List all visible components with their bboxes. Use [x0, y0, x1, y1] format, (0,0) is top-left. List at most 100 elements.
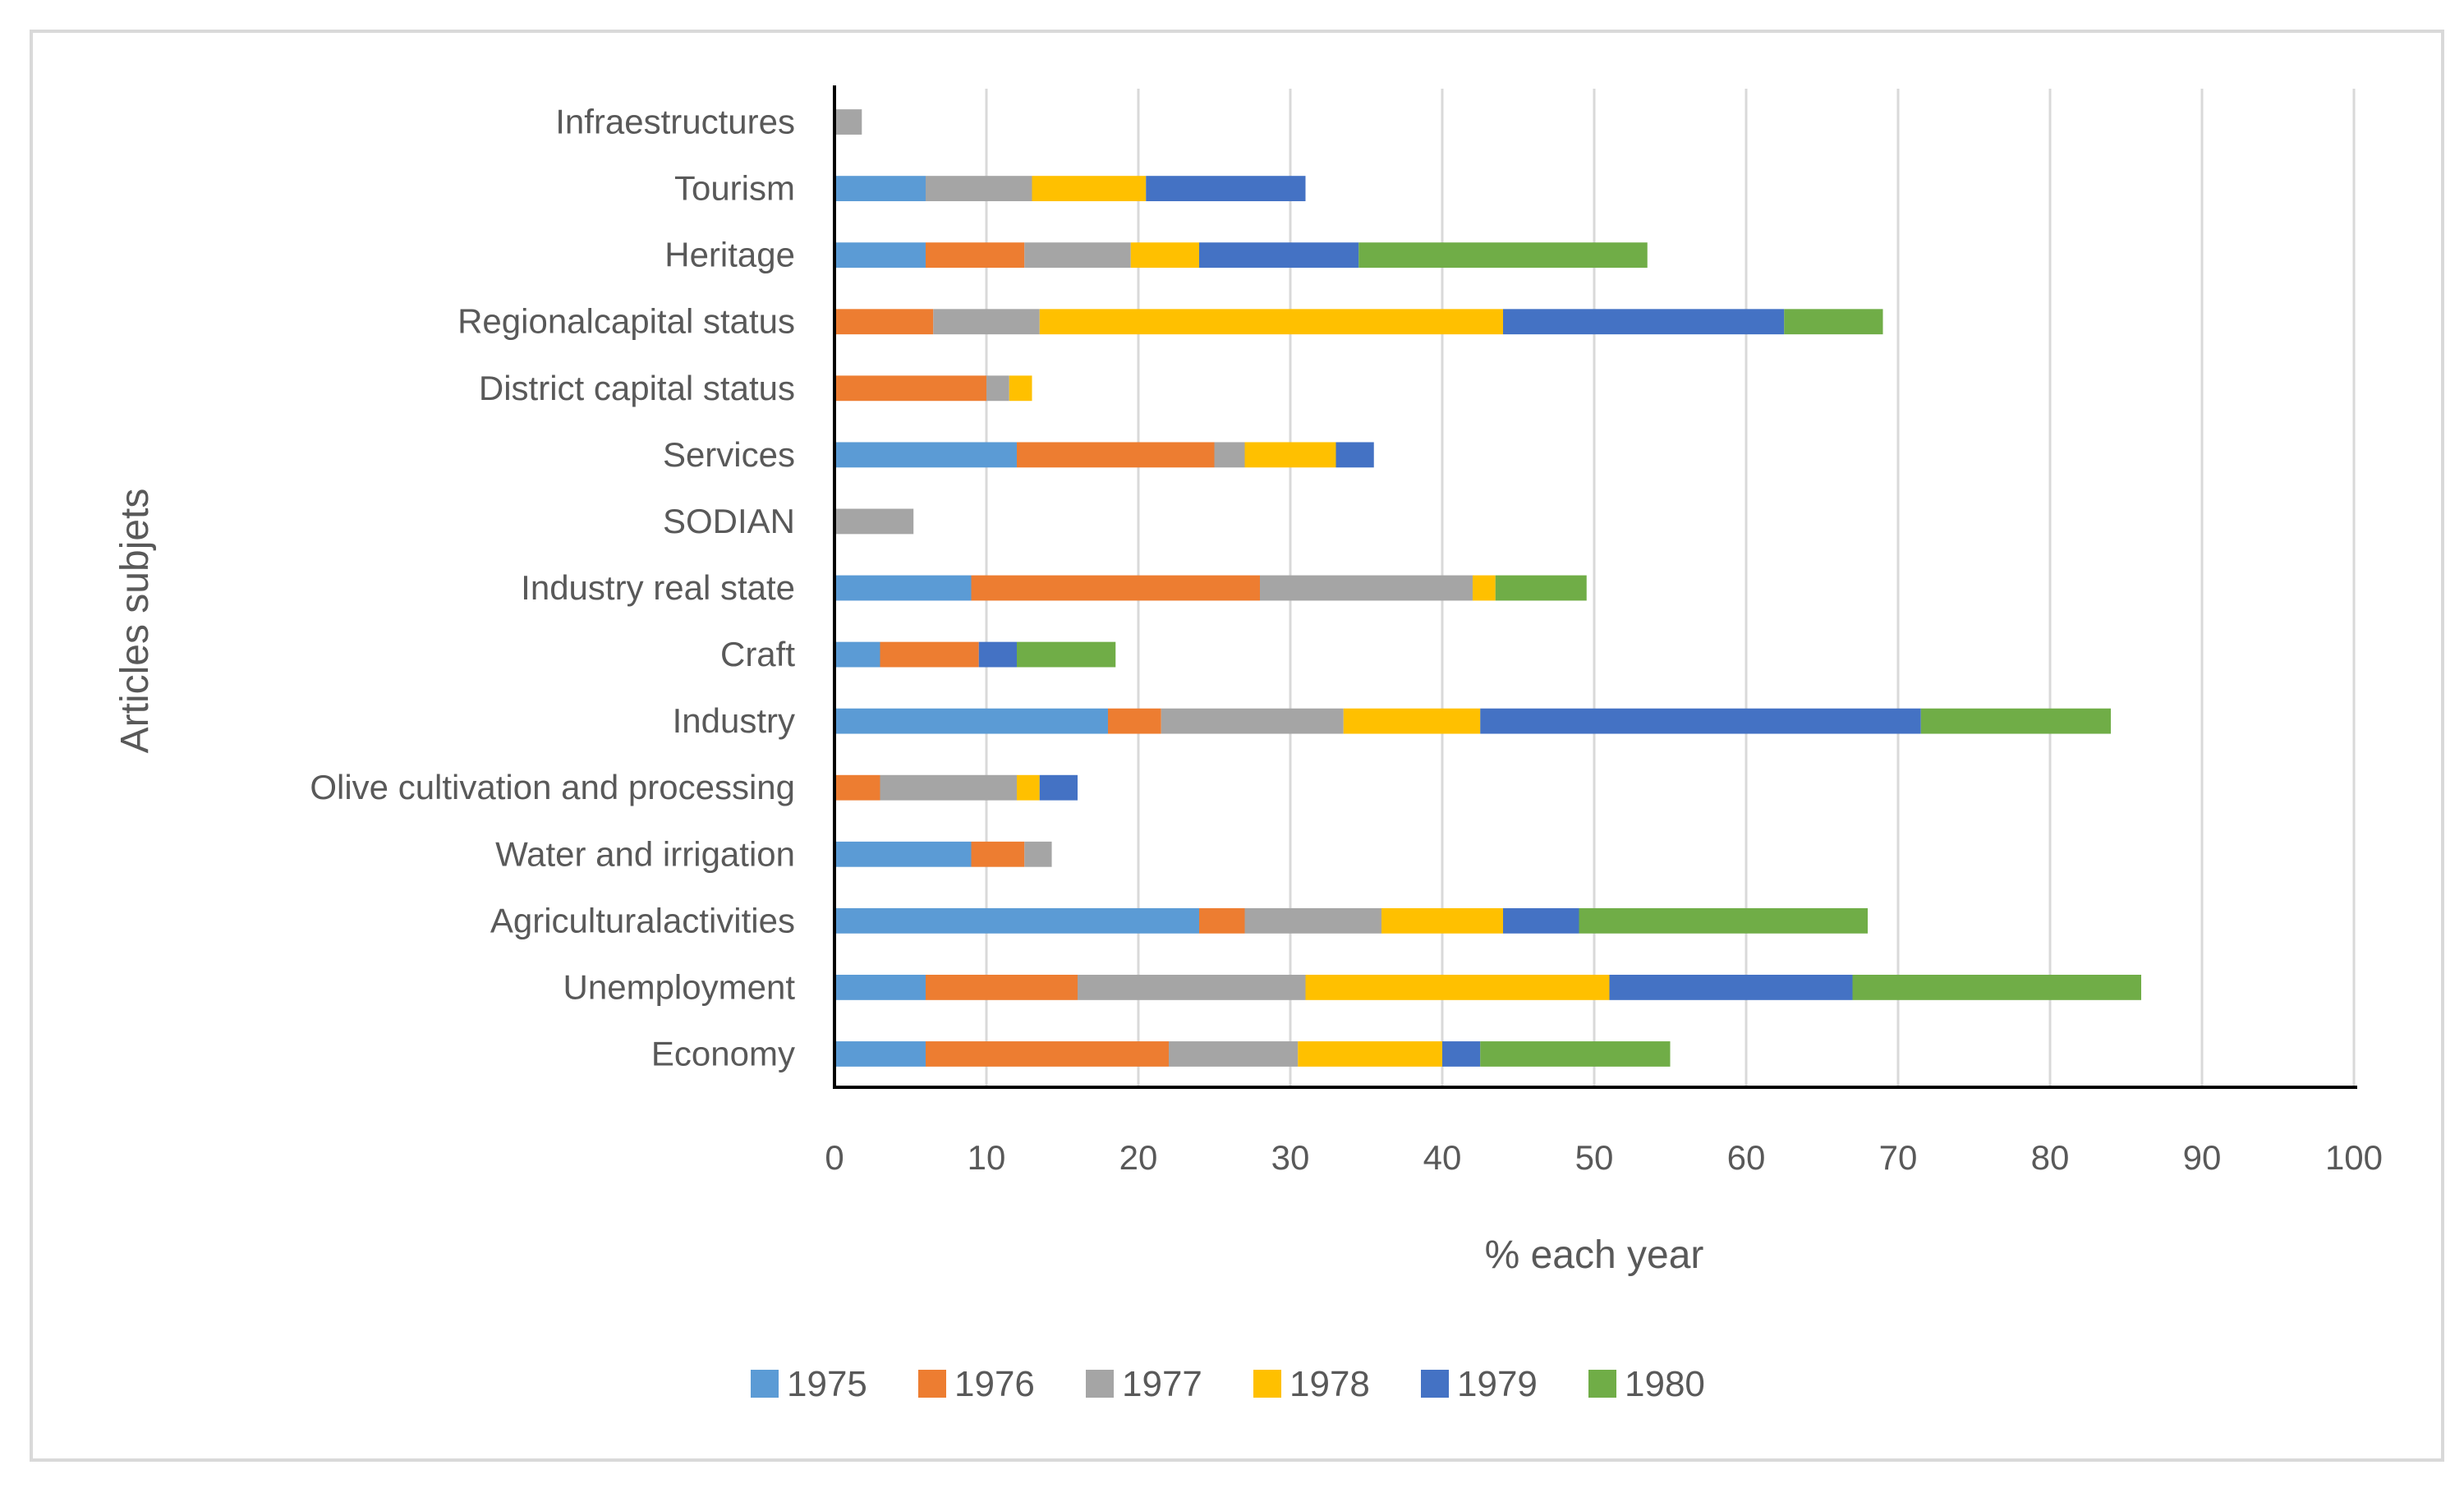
- bar-1975-unemployment: [834, 974, 926, 1000]
- bar-1977-water-and-irrigation: [1024, 841, 1052, 867]
- bar-1977-economy: [1169, 1041, 1299, 1067]
- legend-label-1977: 1977: [1122, 1364, 1202, 1404]
- bars: [834, 109, 2141, 1067]
- bar-1980-unemployment: [1852, 974, 2141, 1000]
- x-tick-label-20: 20: [1119, 1138, 1158, 1177]
- legend-item-1979: 1979: [1421, 1364, 1538, 1404]
- category-label-heritage: Heritage: [664, 236, 795, 274]
- bar-1979-unemployment: [1609, 974, 1853, 1000]
- legend-label-1979: 1979: [1457, 1364, 1538, 1404]
- legend-item-1980: 1980: [1588, 1364, 1705, 1404]
- legend-item-1975: 1975: [751, 1364, 867, 1404]
- category-label-sodian: SODIAN: [663, 502, 795, 540]
- bar-1980-agriculturalactivities: [1579, 907, 1868, 934]
- category-label-industry: Industry: [673, 701, 795, 740]
- x-tick-label-100: 100: [2325, 1138, 2383, 1177]
- legend-item-1977: 1977: [1086, 1364, 1202, 1404]
- bar-1978-industry: [1343, 708, 1481, 734]
- x-tick-label-70: 70: [1879, 1138, 1918, 1177]
- bar-1976-district-capital-status: [834, 375, 986, 402]
- bar-1976-agriculturalactivities: [1199, 907, 1245, 934]
- category-label-olive-cultivation-and-processing: Olive cultivation and processing: [310, 768, 795, 806]
- bar-1975-water-and-irrigation: [834, 841, 972, 867]
- x-tick-label-60: 60: [1727, 1138, 1766, 1177]
- bar-1976-heritage: [926, 242, 1025, 269]
- bar-1976-industry-real-state: [971, 575, 1260, 601]
- bar-1978-regionalcapital-status: [1039, 309, 1503, 335]
- category-label-agriculturalactivities: Agriculturalactivities: [490, 901, 795, 939]
- bar-1975-heritage: [834, 242, 926, 269]
- x-tick-label-40: 40: [1423, 1138, 1462, 1177]
- legend-swatch-1977: [1086, 1370, 1114, 1398]
- bar-1980-industry-real-state: [1495, 575, 1587, 601]
- bar-1976-water-and-irrigation: [971, 841, 1025, 867]
- bar-1978-unemployment: [1305, 974, 1610, 1000]
- legend-label-1975: 1975: [787, 1364, 867, 1404]
- x-tick-label-50: 50: [1575, 1138, 1614, 1177]
- bar-1976-olive-cultivation-and-processing: [834, 774, 880, 801]
- bar-1980-craft: [1017, 641, 1116, 668]
- bar-1975-services: [834, 442, 1017, 468]
- category-label-economy: Economy: [651, 1034, 795, 1072]
- category-label-infraestructures: Infraestructures: [555, 103, 795, 141]
- category-label-industry-real-state: Industry real state: [521, 568, 795, 607]
- x-axis-title: % each year: [1485, 1233, 1704, 1277]
- bar-1977-services: [1214, 442, 1245, 468]
- category-label-district-capital-status: District capital status: [479, 369, 795, 407]
- bar-1979-industry: [1480, 708, 1921, 734]
- bar-1980-regionalcapital-status: [1784, 309, 1883, 335]
- bar-1977-sodian: [834, 508, 914, 535]
- bar-1976-regionalcapital-status: [834, 309, 934, 335]
- category-label-craft: Craft: [720, 635, 795, 673]
- x-tick-label-90: 90: [2183, 1138, 2222, 1177]
- bar-1978-tourism: [1032, 176, 1147, 202]
- category-label-water-and-irrigation: Water and irrigation: [495, 834, 795, 873]
- legend-swatch-1980: [1588, 1370, 1616, 1398]
- legend-swatch-1976: [918, 1370, 946, 1398]
- x-tick-label-80: 80: [2031, 1138, 2070, 1177]
- bar-1980-heritage: [1358, 242, 1648, 269]
- bar-1976-services: [1017, 442, 1215, 468]
- legend-swatch-1975: [751, 1370, 779, 1398]
- bar-1979-heritage: [1199, 242, 1359, 269]
- x-tick-label-0: 0: [825, 1138, 844, 1177]
- bar-1978-olive-cultivation-and-processing: [1017, 774, 1040, 801]
- bar-1977-tourism: [926, 176, 1032, 202]
- category-label-regionalcapital-status: Regionalcapital status: [457, 302, 795, 341]
- bar-1978-services: [1244, 442, 1336, 468]
- bar-1978-district-capital-status: [1009, 375, 1032, 402]
- bar-1975-craft: [834, 641, 880, 668]
- bar-1975-industry: [834, 708, 1108, 734]
- bar-1979-economy: [1442, 1041, 1481, 1067]
- bar-1978-economy: [1298, 1041, 1442, 1067]
- legend-swatch-1978: [1253, 1370, 1281, 1398]
- axes: [833, 85, 2357, 1089]
- legend-item-1978: 1978: [1253, 1364, 1370, 1404]
- category-label-tourism: Tourism: [674, 169, 795, 208]
- legend: 1975 1976 1977 1978 1979 1980: [751, 1364, 1705, 1404]
- bar-1979-craft: [978, 641, 1017, 668]
- bar-1977-district-capital-status: [986, 375, 1009, 402]
- legend-label-1980: 1980: [1625, 1364, 1705, 1404]
- bar-1976-economy: [926, 1041, 1169, 1067]
- x-tick-label-30: 30: [1271, 1138, 1310, 1177]
- bar-1977-unemployment: [1078, 974, 1306, 1000]
- legend-swatch-1979: [1421, 1370, 1449, 1398]
- bar-1977-industry-real-state: [1260, 575, 1473, 601]
- bar-1977-olive-cultivation-and-processing: [880, 774, 1017, 801]
- bar-1976-industry: [1108, 708, 1161, 734]
- bar-1975-industry-real-state: [834, 575, 972, 601]
- category-label-services: Services: [663, 435, 795, 474]
- stacked-bar-chart: Infraestructures Tourism Heritage Regionalc…: [113, 85, 2383, 1404]
- legend-item-1976: 1976: [918, 1364, 1035, 1404]
- bar-1979-tourism: [1146, 176, 1306, 202]
- bar-1977-agriculturalactivities: [1244, 907, 1381, 934]
- y-axis-title: Articles subjets: [113, 489, 157, 754]
- bar-1977-heritage: [1024, 242, 1131, 269]
- bar-1979-regionalcapital-status: [1503, 309, 1785, 335]
- chart-frame: Infraestructures Tourism Heritage Regionalc…: [30, 30, 2444, 1462]
- bar-1976-unemployment: [926, 974, 1078, 1000]
- bar-1980-economy: [1480, 1041, 1671, 1067]
- bar-1977-industry: [1161, 708, 1344, 734]
- bar-1978-agriculturalactivities: [1381, 907, 1503, 934]
